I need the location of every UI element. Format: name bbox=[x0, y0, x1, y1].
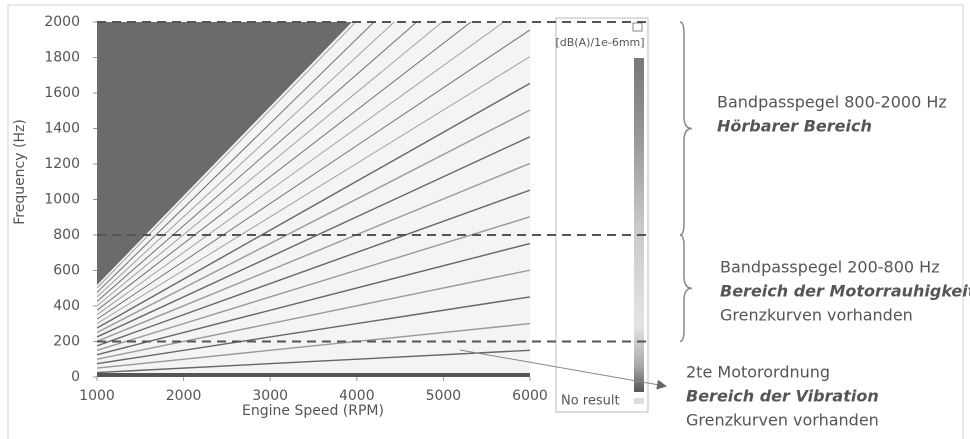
order-line bbox=[97, 22, 357, 289]
y-axis-title: Frequency (Hz) bbox=[12, 119, 28, 225]
order-line bbox=[97, 22, 443, 307]
order-line bbox=[97, 296, 530, 365]
order-line bbox=[97, 22, 505, 316]
order-line bbox=[97, 82, 530, 329]
colorbar-panel bbox=[555, 17, 649, 413]
order-line bbox=[97, 22, 472, 311]
y-tick-label: 1800 bbox=[44, 50, 80, 66]
x-tick-label: 6000 bbox=[512, 388, 548, 404]
annotation-text: Bandpasspegel 200-800 Hz bbox=[720, 258, 940, 277]
x-tick-label: 4000 bbox=[339, 388, 375, 404]
x-axis-title: Engine Speed (RPM) bbox=[242, 403, 384, 419]
order-line bbox=[97, 136, 530, 338]
order-line bbox=[97, 22, 375, 293]
order-line bbox=[97, 22, 395, 298]
y-tick-label: 200 bbox=[53, 334, 80, 350]
spectrogram-area bbox=[97, 22, 530, 377]
annotation-text: Grenzkurven vorhanden bbox=[686, 411, 879, 430]
brace bbox=[679, 234, 693, 343]
y-tick-label: 600 bbox=[53, 263, 80, 279]
x-tick-label: 5000 bbox=[426, 388, 462, 404]
order-line bbox=[97, 109, 530, 334]
y-tick-label: 1400 bbox=[44, 121, 80, 137]
y-tick-label: 2000 bbox=[44, 14, 80, 30]
order-line bbox=[97, 189, 530, 347]
annotation-text: Bereich der Vibration bbox=[686, 387, 879, 406]
x-tick-label: 3000 bbox=[252, 388, 288, 404]
y-tick-label: 1200 bbox=[44, 156, 80, 172]
brace bbox=[679, 21, 693, 236]
arrow bbox=[459, 349, 667, 390]
annotation-text: Bereich der Motorrauhigkeit bbox=[720, 282, 970, 301]
colorbar bbox=[634, 58, 644, 392]
no-result-label: No result bbox=[561, 394, 620, 409]
y-tick-label: 400 bbox=[53, 298, 80, 314]
order-line bbox=[97, 162, 530, 343]
x-tick-label: 2000 bbox=[166, 388, 202, 404]
colorbar-label: [dB(A)/1e-6mm] bbox=[555, 36, 644, 49]
order-line bbox=[97, 322, 530, 369]
no-data-region bbox=[97, 22, 352, 285]
y-tick-label: 0 bbox=[71, 369, 80, 385]
x-tick-label: 1000 bbox=[79, 388, 115, 404]
order-line bbox=[97, 269, 530, 360]
order-line bbox=[97, 216, 530, 351]
order-line bbox=[97, 242, 530, 356]
no-result-swatch bbox=[634, 398, 644, 404]
annotation-text: 2te Motorordnung bbox=[686, 363, 830, 382]
low-band bbox=[97, 373, 530, 377]
order-line bbox=[97, 349, 530, 374]
frame bbox=[7, 4, 964, 439]
annotation-text: Hörbarer Bereich bbox=[717, 117, 872, 136]
y-tick-label: 1600 bbox=[44, 85, 80, 101]
y-tick-label: 800 bbox=[53, 227, 80, 243]
order-line bbox=[97, 29, 530, 320]
annotation-text: Grenzkurven vorhanden bbox=[720, 306, 913, 325]
y-tick-label: 1000 bbox=[44, 192, 80, 208]
annotation-text: Bandpasspegel 800-2000 Hz bbox=[717, 93, 947, 112]
order-line bbox=[97, 56, 530, 324]
order-line bbox=[97, 22, 418, 302]
